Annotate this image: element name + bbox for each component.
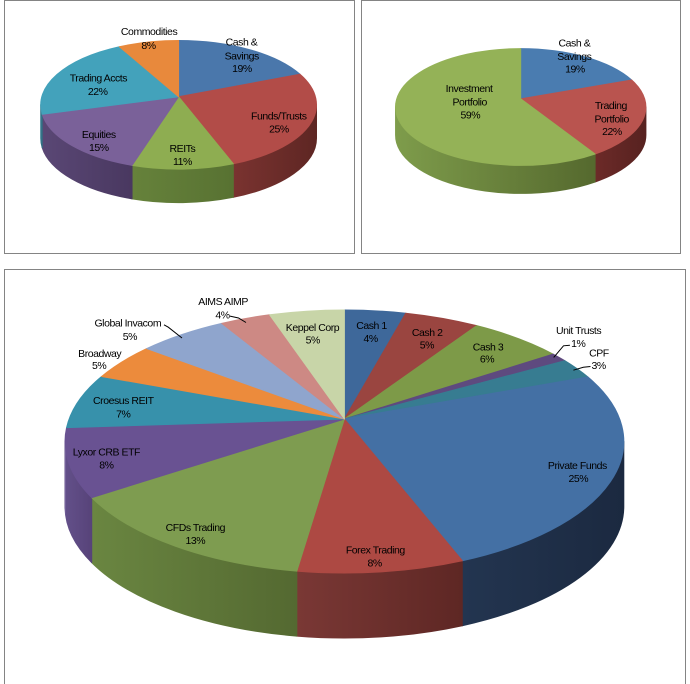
- svg-text:3%: 3%: [591, 360, 605, 372]
- svg-text:Private Funds: Private Funds: [548, 460, 607, 472]
- svg-text:5%: 5%: [306, 335, 320, 347]
- svg-text:5%: 5%: [123, 331, 137, 343]
- svg-text:Unit Trusts: Unit Trusts: [556, 325, 601, 337]
- svg-text:CPF: CPF: [589, 347, 609, 359]
- svg-text:13%: 13%: [185, 535, 205, 547]
- svg-text:Cash &: Cash &: [559, 38, 591, 50]
- svg-text:Investment: Investment: [446, 83, 493, 95]
- svg-text:1%: 1%: [571, 338, 585, 350]
- svg-text:25%: 25%: [269, 124, 289, 136]
- svg-text:Broadway: Broadway: [78, 348, 122, 360]
- svg-text:Cash 2: Cash 2: [412, 327, 443, 339]
- svg-text:59%: 59%: [460, 109, 480, 121]
- svg-text:22%: 22%: [602, 126, 622, 138]
- svg-text:Portfolio: Portfolio: [452, 96, 487, 108]
- svg-text:19%: 19%: [232, 63, 252, 75]
- svg-text:Trading Accts: Trading Accts: [70, 72, 128, 84]
- svg-text:CFDs Trading: CFDs Trading: [166, 522, 226, 534]
- svg-text:8%: 8%: [141, 40, 155, 52]
- svg-text:Keppel Corp: Keppel Corp: [286, 322, 340, 334]
- svg-text:Funds/Trusts: Funds/Trusts: [251, 111, 307, 123]
- svg-text:AIMS AIMP: AIMS AIMP: [198, 296, 248, 308]
- svg-text:25%: 25%: [568, 473, 588, 485]
- svg-text:8%: 8%: [99, 459, 113, 471]
- svg-text:Trading: Trading: [595, 100, 628, 112]
- svg-text:Cash 3: Cash 3: [473, 341, 504, 353]
- svg-text:5%: 5%: [92, 360, 106, 372]
- svg-text:Commodities: Commodities: [121, 26, 178, 38]
- svg-text:19%: 19%: [565, 64, 585, 76]
- svg-text:15%: 15%: [89, 142, 109, 154]
- svg-text:8%: 8%: [368, 557, 382, 569]
- svg-text:6%: 6%: [480, 353, 494, 365]
- svg-text:5%: 5%: [420, 340, 434, 352]
- svg-text:Lyxor CRB ETF: Lyxor CRB ETF: [73, 447, 140, 459]
- svg-text:7%: 7%: [116, 409, 130, 421]
- svg-text:11%: 11%: [173, 156, 192, 168]
- svg-text:4%: 4%: [215, 309, 229, 321]
- svg-text:Forex Trading: Forex Trading: [346, 544, 406, 556]
- svg-text:Portfolio: Portfolio: [594, 113, 629, 125]
- svg-text:Global Invacom: Global Invacom: [94, 318, 161, 330]
- svg-text:4%: 4%: [364, 333, 378, 345]
- svg-text:REITs: REITs: [170, 143, 196, 155]
- svg-text:Equities: Equities: [82, 129, 116, 141]
- svg-text:Savings: Savings: [225, 50, 259, 62]
- svg-text:Cash &: Cash &: [226, 37, 258, 49]
- svg-text:22%: 22%: [88, 86, 108, 98]
- svg-text:Savings: Savings: [557, 51, 591, 63]
- svg-text:Croesus REIT: Croesus REIT: [93, 395, 155, 407]
- svg-text:Cash 1: Cash 1: [356, 320, 387, 332]
